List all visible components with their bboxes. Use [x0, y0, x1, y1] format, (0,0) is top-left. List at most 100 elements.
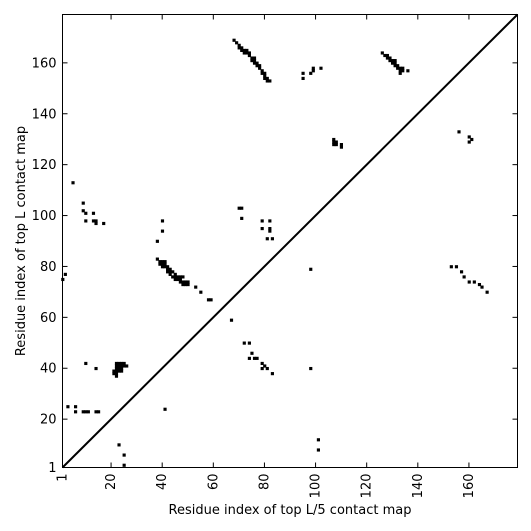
- contact-point: [263, 71, 267, 75]
- contact-point: [114, 366, 119, 371]
- contact-point: [319, 66, 323, 70]
- contact-point: [240, 206, 244, 210]
- contact-point: [173, 272, 177, 276]
- contact-point: [263, 76, 267, 81]
- contact-point: [260, 69, 264, 73]
- contact-point: [480, 285, 484, 289]
- contact-point: [94, 366, 98, 371]
- contact-point: [454, 265, 459, 269]
- contact-point: [209, 298, 213, 302]
- contact-point: [309, 71, 313, 75]
- contact-point: [406, 69, 410, 73]
- contact-point: [268, 226, 272, 231]
- contact-point: [122, 364, 126, 368]
- contact-point: [383, 53, 387, 58]
- contact-point: [166, 267, 170, 271]
- contact-point: [316, 438, 320, 442]
- points-layer: [61, 38, 489, 467]
- x-tick-label: 40: [155, 474, 170, 491]
- contact-point: [247, 356, 251, 360]
- contact-point: [309, 267, 313, 271]
- contact-point: [81, 410, 85, 414]
- x-tick-label: 120: [360, 474, 375, 499]
- y-tick-label: 60: [40, 311, 57, 326]
- contact-point: [242, 51, 246, 55]
- contact-point: [120, 361, 124, 366]
- y-axis-label: Residue index of top L contact map: [14, 126, 29, 356]
- contact-point: [168, 267, 172, 271]
- contact-point: [339, 145, 344, 149]
- y-tick-label: 100: [32, 209, 57, 224]
- contact-point: [178, 275, 182, 279]
- contact-point: [467, 280, 471, 284]
- contact-point: [311, 69, 315, 73]
- contact-point: [163, 262, 167, 266]
- contact-point: [390, 59, 395, 63]
- contact-point: [181, 282, 185, 287]
- contact-point: [388, 56, 392, 60]
- y-tick-label: 40: [40, 362, 57, 377]
- contact-point: [114, 369, 119, 373]
- contact-point: [316, 448, 320, 452]
- contact-point: [178, 280, 182, 284]
- contact-point: [117, 361, 121, 366]
- contact-point: [158, 260, 162, 264]
- contact-point: [91, 219, 96, 223]
- contact-point: [237, 46, 241, 50]
- contact-point: [270, 237, 274, 241]
- contact-point: [252, 59, 257, 63]
- contact-point: [168, 272, 172, 276]
- contact-point: [166, 270, 170, 274]
- contact-point: [270, 372, 274, 376]
- contact-point: [311, 66, 315, 70]
- contact-point: [247, 51, 251, 55]
- y-tick-label: 1: [48, 461, 56, 476]
- contact-point: [388, 59, 392, 63]
- contact-point: [74, 410, 78, 414]
- x-axis: 1 20 40 60 80 100 120 140 160: [56, 14, 477, 499]
- contact-point: [66, 405, 70, 409]
- contact-point: [117, 366, 121, 371]
- contact-point: [485, 290, 489, 294]
- x-tick-label: 100: [309, 474, 324, 499]
- contact-point: [171, 275, 175, 279]
- contact-point: [255, 61, 259, 65]
- contact-point: [242, 48, 246, 53]
- contact-point: [309, 366, 313, 371]
- contact-point: [160, 265, 165, 269]
- contact-point: [268, 229, 272, 233]
- contact-point: [112, 369, 116, 373]
- y-tick-label: 80: [40, 260, 57, 275]
- x-axis-label: Residue index of top L/5 contact map: [169, 503, 412, 518]
- contact-point: [117, 369, 121, 373]
- contact-point: [86, 410, 90, 414]
- contact-point: [114, 374, 119, 378]
- contact-point: [334, 140, 338, 144]
- contact-point: [260, 219, 264, 223]
- contact-point: [125, 364, 129, 368]
- contact-point: [467, 140, 471, 144]
- contact-point: [232, 38, 236, 42]
- contact-point: [393, 64, 397, 68]
- contact-point: [186, 280, 190, 284]
- contact-point: [94, 221, 98, 226]
- contact-point: [166, 265, 170, 269]
- contact-point: [401, 69, 405, 73]
- contact-point: [398, 66, 402, 70]
- contact-point: [301, 71, 305, 75]
- contact-point: [163, 407, 167, 411]
- contact-point: [385, 53, 390, 58]
- contact-point: [117, 443, 121, 447]
- contact-point: [245, 48, 249, 53]
- contact-point: [84, 361, 88, 366]
- contact-point: [181, 275, 185, 279]
- contact-point: [81, 209, 85, 213]
- contact-point: [181, 280, 185, 284]
- contact-point: [186, 282, 190, 287]
- contact-point: [301, 76, 305, 81]
- contact-point: [252, 56, 257, 60]
- contact-point: [250, 59, 254, 63]
- contact-point: [155, 257, 159, 261]
- contact-point: [467, 135, 471, 139]
